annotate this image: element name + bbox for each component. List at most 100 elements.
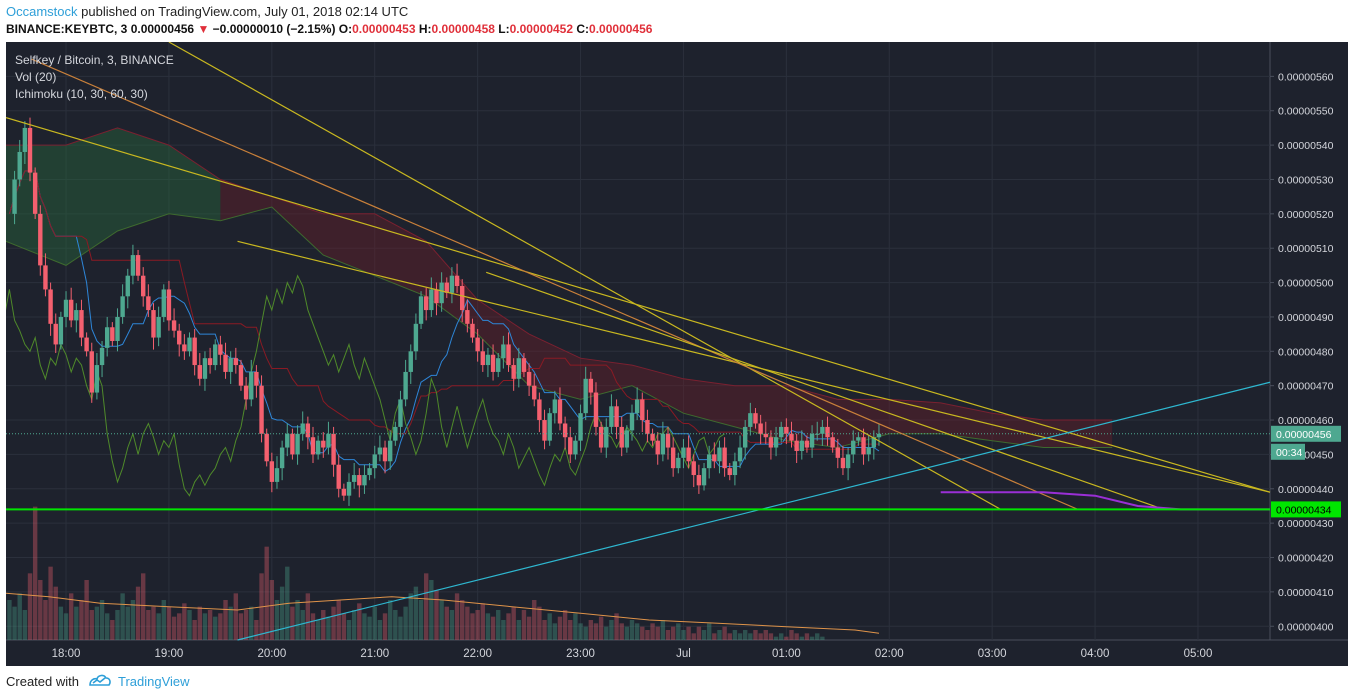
candle-body bbox=[526, 371, 532, 386]
y-axis-ticks: 0.00000560 0.00000550 0.00000540 0.00000530… bbox=[1270, 71, 1334, 633]
volume-bar bbox=[485, 613, 491, 640]
candle-body bbox=[223, 354, 228, 372]
author-link[interactable]: Occamstock bbox=[6, 4, 78, 19]
candle-body bbox=[110, 327, 115, 341]
volume-bar bbox=[104, 613, 110, 640]
symbol-line: BINANCE:KEYBTC, 3 0.00000456 ▼ −0.000000… bbox=[6, 22, 652, 36]
candle-body bbox=[228, 358, 233, 372]
volume-bar bbox=[748, 633, 753, 640]
candle-body bbox=[763, 433, 768, 438]
candle-body bbox=[295, 433, 300, 455]
high-label: H: bbox=[418, 22, 432, 36]
volume-bar bbox=[357, 603, 362, 640]
candle-body bbox=[619, 426, 624, 448]
y-tick-label: 0.00000500 bbox=[1278, 278, 1334, 290]
volume-bar bbox=[753, 630, 758, 640]
volume-bar bbox=[727, 633, 732, 640]
candle-body bbox=[331, 433, 336, 465]
symbol-name: BINANCE:KEYBTC, 3 bbox=[6, 22, 128, 36]
candle-body bbox=[593, 392, 599, 427]
chart-area[interactable]: 0.00000560 0.00000550 0.00000540 0.00000530… bbox=[6, 42, 1348, 666]
created-with-text: Created with bbox=[6, 674, 79, 689]
volume-bar bbox=[634, 623, 640, 640]
trendlines bbox=[6, 42, 1271, 641]
candle-body bbox=[598, 426, 604, 448]
candle-body bbox=[835, 447, 841, 458]
candle-body bbox=[871, 437, 877, 448]
candle-body bbox=[634, 399, 640, 414]
volume-bar bbox=[182, 603, 187, 640]
x-tick-label: 05:00 bbox=[1184, 648, 1213, 660]
y-tick-label: 0.00000540 bbox=[1278, 140, 1334, 152]
x-tick-label: 23:00 bbox=[566, 648, 595, 660]
candle-body bbox=[727, 468, 732, 476]
candle-body bbox=[861, 437, 866, 455]
volume-bar bbox=[629, 620, 635, 640]
candle-body bbox=[732, 461, 738, 476]
volume-bar bbox=[290, 606, 295, 640]
volume-bar bbox=[74, 606, 79, 640]
candle-body bbox=[341, 488, 347, 496]
price-chart[interactable]: 0.00000560 0.00000550 0.00000540 0.00000530… bbox=[6, 42, 1348, 666]
candle-body bbox=[449, 275, 455, 293]
candle-body bbox=[511, 365, 516, 379]
volume-bar bbox=[197, 606, 203, 640]
volume-bar bbox=[717, 630, 722, 640]
time-axis[interactable] bbox=[6, 640, 1348, 666]
volume-bar bbox=[562, 610, 568, 640]
volume-bar bbox=[63, 613, 69, 640]
candle-body bbox=[171, 320, 177, 331]
close-value: 0.00000456 bbox=[589, 22, 653, 36]
candle-body bbox=[722, 447, 727, 469]
tradingview-brand-link[interactable]: TradingView bbox=[118, 674, 190, 689]
volume-bar bbox=[202, 613, 208, 640]
volume-bar bbox=[213, 616, 218, 640]
candle-body bbox=[444, 282, 449, 293]
volume-bar bbox=[521, 610, 527, 640]
last-price: 0.00000456 bbox=[130, 22, 195, 36]
candle-body bbox=[845, 454, 851, 469]
volume-bar bbox=[418, 600, 424, 640]
tradingview-logo-icon[interactable] bbox=[88, 671, 112, 689]
candle-body bbox=[681, 447, 686, 458]
volume-bar bbox=[387, 600, 393, 640]
volume-bar bbox=[48, 566, 53, 640]
volume-bar bbox=[660, 620, 666, 640]
y-tick-label: 0.00000520 bbox=[1278, 209, 1334, 221]
candle-body bbox=[696, 475, 702, 486]
volume-bar bbox=[670, 626, 676, 640]
volume-bar bbox=[413, 586, 419, 640]
candle-body bbox=[310, 437, 316, 455]
volume-bar bbox=[171, 616, 177, 640]
volume-bar bbox=[773, 636, 779, 640]
volume-bar bbox=[542, 620, 547, 640]
volume-bar bbox=[588, 620, 594, 640]
cloud-span-a bbox=[6, 127, 1113, 421]
volume-bar bbox=[557, 616, 563, 640]
price-axis[interactable] bbox=[1270, 42, 1348, 640]
candle-body bbox=[151, 310, 156, 338]
candle-body bbox=[346, 481, 352, 496]
volume-bar bbox=[815, 633, 820, 640]
legend-volume: Vol (20) bbox=[15, 70, 56, 84]
candle-body bbox=[177, 330, 182, 345]
candle-body bbox=[557, 399, 563, 424]
candle-body bbox=[655, 440, 660, 455]
price-change: −0.00000010 (−2.15%) bbox=[212, 22, 336, 36]
candle-body bbox=[470, 323, 475, 338]
candle-body bbox=[48, 289, 53, 324]
candle-body bbox=[274, 468, 280, 482]
candle-body bbox=[701, 468, 707, 486]
candle-body bbox=[480, 351, 485, 366]
candle-body bbox=[372, 454, 377, 469]
volume-bar bbox=[490, 616, 496, 640]
candle-body bbox=[192, 337, 197, 366]
candle-body bbox=[382, 447, 388, 462]
volume-bar bbox=[784, 636, 789, 640]
candle-body bbox=[460, 286, 465, 311]
candle-body bbox=[650, 433, 655, 441]
candle-body bbox=[233, 358, 239, 366]
volume-bar bbox=[742, 630, 748, 640]
candle-body bbox=[547, 413, 552, 441]
candle-body bbox=[753, 413, 758, 424]
